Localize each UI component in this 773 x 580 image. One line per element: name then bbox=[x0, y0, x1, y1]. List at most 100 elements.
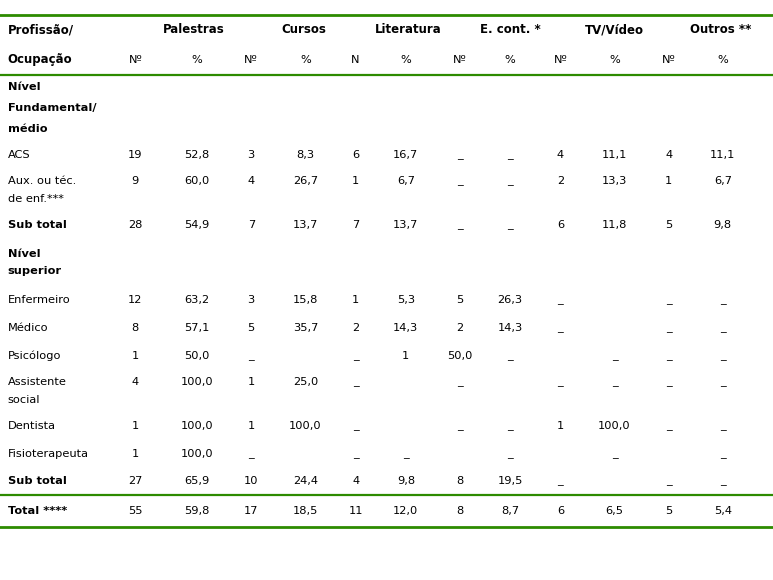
Text: Assistente: Assistente bbox=[8, 377, 66, 387]
Text: _: _ bbox=[666, 323, 672, 333]
Text: 4: 4 bbox=[557, 150, 564, 161]
Text: 8: 8 bbox=[456, 476, 464, 487]
Text: 4: 4 bbox=[247, 176, 255, 186]
Text: _: _ bbox=[507, 176, 513, 186]
Text: _: _ bbox=[557, 295, 564, 306]
Text: 50,0: 50,0 bbox=[448, 351, 472, 361]
Text: _: _ bbox=[352, 420, 359, 431]
Text: _: _ bbox=[720, 377, 726, 387]
Text: 60,0: 60,0 bbox=[185, 176, 209, 186]
Text: médio: médio bbox=[8, 124, 47, 134]
Text: _: _ bbox=[352, 351, 359, 361]
Text: _: _ bbox=[611, 448, 618, 459]
Text: _: _ bbox=[457, 420, 463, 431]
Text: 11,8: 11,8 bbox=[602, 220, 627, 230]
Text: _: _ bbox=[457, 220, 463, 230]
Text: 10: 10 bbox=[244, 476, 258, 487]
Text: Profissão/: Profissão/ bbox=[8, 23, 73, 36]
Text: _: _ bbox=[507, 351, 513, 361]
Text: 1: 1 bbox=[557, 420, 564, 431]
Text: 17: 17 bbox=[244, 506, 258, 516]
Text: _: _ bbox=[557, 476, 564, 487]
Text: _: _ bbox=[720, 420, 726, 431]
Text: _: _ bbox=[666, 295, 672, 306]
Text: 9,8: 9,8 bbox=[397, 476, 415, 487]
Text: _: _ bbox=[557, 323, 564, 333]
Text: 18,5: 18,5 bbox=[293, 506, 318, 516]
Text: _: _ bbox=[507, 150, 513, 161]
Text: 8: 8 bbox=[456, 506, 464, 516]
Text: TV/Vídeo: TV/Vídeo bbox=[585, 23, 644, 36]
Text: _: _ bbox=[611, 351, 618, 361]
Text: 26,7: 26,7 bbox=[293, 176, 318, 186]
Text: _: _ bbox=[507, 220, 513, 230]
Text: 6: 6 bbox=[352, 150, 359, 161]
Text: 3: 3 bbox=[247, 150, 255, 161]
Text: 12,0: 12,0 bbox=[393, 506, 418, 516]
Text: superior: superior bbox=[8, 266, 62, 276]
Text: 5,4: 5,4 bbox=[713, 506, 732, 516]
Text: Ocupação: Ocupação bbox=[8, 53, 73, 66]
Text: Nível: Nível bbox=[8, 82, 40, 92]
Text: 13,3: 13,3 bbox=[602, 176, 627, 186]
Text: 5: 5 bbox=[456, 295, 464, 306]
Text: Enfermeiro: Enfermeiro bbox=[8, 295, 70, 306]
Text: _: _ bbox=[352, 377, 359, 387]
Text: _: _ bbox=[248, 448, 254, 459]
Text: %: % bbox=[192, 55, 203, 65]
Text: 5: 5 bbox=[665, 220, 673, 230]
Text: de enf.***: de enf.*** bbox=[8, 194, 63, 204]
Text: 1: 1 bbox=[352, 295, 359, 306]
Text: 6,7: 6,7 bbox=[713, 176, 732, 186]
Text: 16,7: 16,7 bbox=[393, 150, 418, 161]
Text: Nível: Nível bbox=[8, 249, 40, 259]
Text: Dentista: Dentista bbox=[8, 420, 56, 431]
Text: _: _ bbox=[666, 420, 672, 431]
Text: _: _ bbox=[611, 377, 618, 387]
Text: 14,3: 14,3 bbox=[393, 323, 418, 333]
Text: _: _ bbox=[720, 323, 726, 333]
Text: 55: 55 bbox=[128, 506, 142, 516]
Text: _: _ bbox=[507, 448, 513, 459]
Text: ACS: ACS bbox=[8, 150, 30, 161]
Text: _: _ bbox=[403, 448, 409, 459]
Text: 100,0: 100,0 bbox=[181, 420, 213, 431]
Text: 100,0: 100,0 bbox=[289, 420, 322, 431]
Text: 4: 4 bbox=[131, 377, 139, 387]
Text: _: _ bbox=[666, 351, 672, 361]
Text: _: _ bbox=[720, 351, 726, 361]
Text: Nº: Nº bbox=[453, 55, 467, 65]
Text: 25,0: 25,0 bbox=[293, 377, 318, 387]
Text: 1: 1 bbox=[665, 176, 673, 186]
Text: _: _ bbox=[248, 351, 254, 361]
Text: 65,9: 65,9 bbox=[185, 476, 209, 487]
Text: 5: 5 bbox=[247, 323, 255, 333]
Text: 24,4: 24,4 bbox=[293, 476, 318, 487]
Text: %: % bbox=[609, 55, 620, 65]
Text: 1: 1 bbox=[247, 420, 255, 431]
Text: %: % bbox=[300, 55, 311, 65]
Text: 27: 27 bbox=[128, 476, 142, 487]
Text: 19,5: 19,5 bbox=[498, 476, 523, 487]
Text: Cursos: Cursos bbox=[281, 23, 326, 36]
Text: 13,7: 13,7 bbox=[393, 220, 418, 230]
Text: 1: 1 bbox=[352, 176, 359, 186]
Text: 2: 2 bbox=[456, 323, 464, 333]
Text: 12: 12 bbox=[128, 295, 142, 306]
Text: 100,0: 100,0 bbox=[181, 448, 213, 459]
Text: 8,3: 8,3 bbox=[296, 150, 315, 161]
Text: 8: 8 bbox=[131, 323, 139, 333]
Text: 2: 2 bbox=[557, 176, 564, 186]
Text: 1: 1 bbox=[402, 351, 410, 361]
Text: _: _ bbox=[457, 176, 463, 186]
Text: 4: 4 bbox=[665, 150, 673, 161]
Text: Total ****: Total **** bbox=[8, 506, 67, 516]
Text: Outros **: Outros ** bbox=[690, 23, 751, 36]
Text: _: _ bbox=[507, 420, 513, 431]
Text: 35,7: 35,7 bbox=[293, 323, 318, 333]
Text: 4: 4 bbox=[352, 476, 359, 487]
Text: 1: 1 bbox=[131, 351, 139, 361]
Text: 3: 3 bbox=[247, 295, 255, 306]
Text: 1: 1 bbox=[131, 448, 139, 459]
Text: 13,7: 13,7 bbox=[293, 220, 318, 230]
